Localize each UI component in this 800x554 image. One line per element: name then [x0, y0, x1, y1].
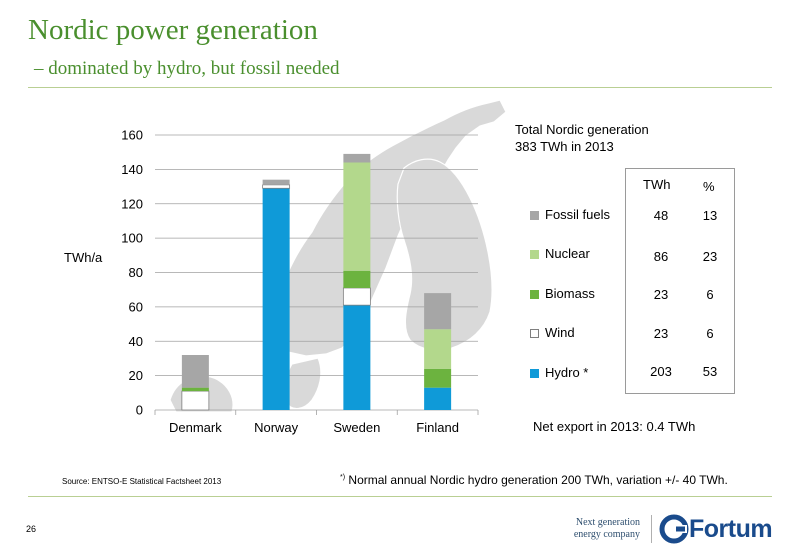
- legend-label-fossil: Fossil fuels: [545, 207, 611, 222]
- x-tick-label: Sweden: [333, 420, 380, 435]
- bar-segment-finland-nuclear: [424, 329, 452, 369]
- legend-swatch-hydro: [530, 369, 539, 378]
- legend-label-nuclear: Nuclear: [545, 246, 590, 261]
- legend-label-hydro: Hydro *: [545, 365, 589, 380]
- legend-item-nuclear: Nuclear: [530, 246, 590, 261]
- fortum-logo-text: Fortum: [689, 514, 773, 543]
- logo-separator: [651, 515, 652, 543]
- y-tick-label: 160: [121, 128, 143, 143]
- summary-line-2: 383 TWh in 2013: [515, 139, 614, 154]
- twh-hydro: 203: [650, 364, 672, 379]
- summary-line-1: Total Nordic generation: [515, 122, 649, 137]
- legend-swatch-biomass: [530, 290, 539, 299]
- bar-segment-sweden-biomass: [343, 270, 371, 288]
- y-tick-label: 100: [121, 231, 143, 246]
- y-tick-label: 20: [129, 368, 143, 383]
- y-tick-label: 140: [121, 162, 143, 177]
- pct-wind: 6: [706, 326, 714, 341]
- net-export-note: Net export in 2013: 0.4 TWh: [533, 419, 696, 434]
- legend-item-fossil: Fossil fuels: [530, 207, 610, 222]
- tagline-line-2: energy company: [573, 529, 640, 540]
- bar-segment-denmark-fossilfuels: [181, 355, 209, 388]
- x-tick-label: Norway: [254, 420, 299, 435]
- source-note: Source: ENTSO-E Statistical Factsheet 20…: [62, 477, 222, 486]
- twh-biomass: 23: [653, 287, 669, 302]
- bar-segment-sweden-fossilfuels: [343, 153, 371, 163]
- footnote: *) Normal annual Nordic hydro generation…: [340, 473, 728, 487]
- footnote-text: Normal annual Nordic hydro generation 20…: [345, 473, 728, 487]
- bar-segment-finland-fossilfuels: [424, 293, 452, 330]
- legend-swatch-wind: [530, 329, 539, 338]
- pct-nuclear: 23: [702, 249, 718, 264]
- legend-label-wind: Wind: [545, 325, 575, 340]
- fortum-logo: Fortum: [659, 512, 773, 546]
- y-tick-label: 0: [136, 403, 143, 418]
- legend-item-wind: Wind: [530, 325, 575, 340]
- y-tick-label: 40: [129, 334, 143, 349]
- legend-item-biomass: Biomass: [530, 286, 595, 301]
- bar-segment-sweden-nuclear: [343, 162, 371, 271]
- pct-fossil: 13: [702, 208, 718, 223]
- bar-segment-finland-hydro: [424, 387, 452, 410]
- summary-heading: Total Nordic generation 383 TWh in 2013: [515, 121, 649, 155]
- y-tick-label: 80: [129, 265, 143, 280]
- bar-segment-denmark-biomass: [181, 387, 209, 392]
- x-tick-label: Finland: [416, 420, 459, 435]
- column-header-percent: %: [703, 179, 715, 194]
- twh-wind: 23: [653, 326, 669, 341]
- bar-segment-sweden-wind: [342, 287, 371, 306]
- bar-segment-sweden-hydro: [343, 305, 371, 410]
- y-tick-label: 60: [129, 299, 143, 314]
- footnote-mark: *): [340, 474, 346, 481]
- header-divider: [28, 87, 772, 88]
- bar-segment-norway-fossilfuels: [262, 179, 290, 185]
- x-tick-label: Denmark: [169, 420, 222, 435]
- tagline-line-1: Next generation: [575, 517, 640, 528]
- nordic-map-background: [169, 99, 507, 413]
- twh-nuclear: 86: [653, 249, 669, 264]
- legend-item-hydro: Hydro *: [530, 365, 588, 380]
- y-tick-label: 120: [121, 196, 143, 211]
- company-tagline: Next generation energy company: [564, 517, 640, 541]
- fortum-logo-mark-icon: [659, 514, 689, 544]
- bar-segment-denmark-wind: [181, 390, 210, 411]
- bar-segment-norway-hydro: [262, 188, 290, 410]
- sweden-south-shape: [283, 357, 322, 410]
- twh-fossil: 48: [653, 208, 669, 223]
- summary-table-box: [625, 168, 735, 394]
- slide-subtitle: – dominated by hydro, but fossil needed: [34, 58, 340, 79]
- bar-segment-finland-biomass: [424, 368, 452, 388]
- finland-shape: [396, 158, 493, 351]
- slide-title: Nordic power generation: [28, 14, 318, 46]
- bar-segment-norway-wind: [262, 184, 291, 189]
- pct-hydro: 53: [702, 364, 718, 379]
- y-axis-label: TWh/a: [64, 250, 103, 265]
- footer-divider: [28, 496, 772, 497]
- pct-biomass: 6: [706, 287, 714, 302]
- column-header-twh: TWh: [643, 177, 671, 192]
- page-number: 26: [26, 524, 37, 534]
- legend-swatch-nuclear: [530, 250, 539, 259]
- legend-label-biomass: Biomass: [545, 286, 595, 301]
- legend-swatch-fossil: [530, 211, 539, 220]
